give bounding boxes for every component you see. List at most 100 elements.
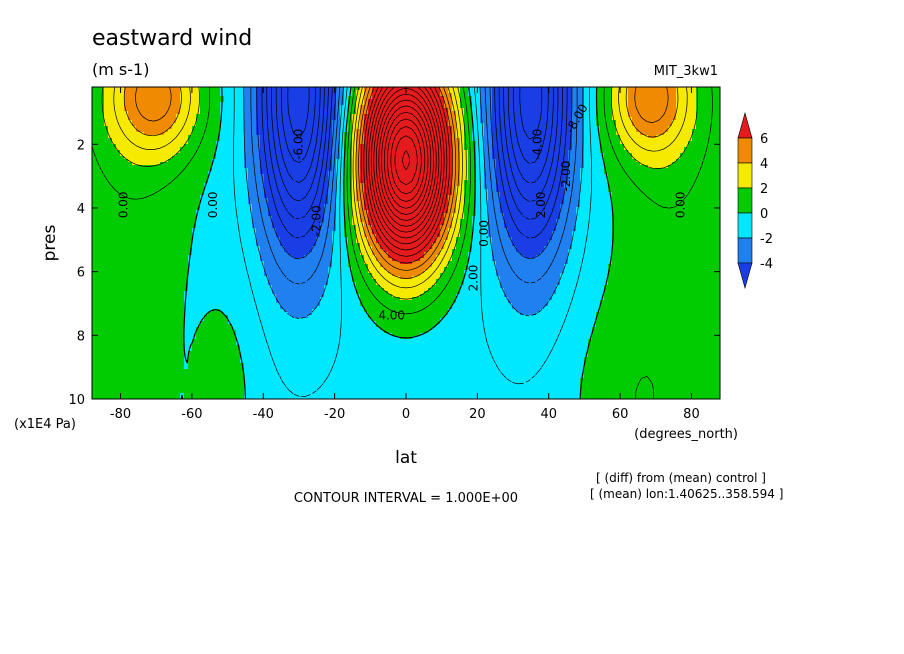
field-cell bbox=[184, 312, 209, 316]
field-cell bbox=[360, 165, 453, 169]
field-cell bbox=[356, 111, 361, 115]
field-cell bbox=[608, 183, 721, 187]
field-cell bbox=[268, 210, 325, 214]
field-cell bbox=[132, 162, 161, 166]
field-cell bbox=[92, 96, 105, 100]
field-cell bbox=[356, 174, 361, 178]
field-cell bbox=[352, 132, 357, 136]
x-axis-label: lat bbox=[395, 448, 417, 468]
field-cell bbox=[604, 171, 721, 175]
field-cell bbox=[184, 342, 193, 346]
field-cell bbox=[252, 210, 269, 214]
field-cell bbox=[420, 258, 437, 262]
contour-line bbox=[365, 86, 448, 251]
field-cell bbox=[364, 93, 373, 97]
field-cell bbox=[92, 312, 185, 316]
field-cell bbox=[464, 117, 473, 121]
field-cell bbox=[364, 198, 449, 202]
field-cell bbox=[344, 156, 353, 160]
field-cell bbox=[496, 174, 569, 178]
field-cell bbox=[308, 315, 369, 319]
field-cell bbox=[92, 159, 129, 163]
model-label: MIT_3kw1 bbox=[654, 64, 718, 79]
field-cell bbox=[584, 369, 721, 373]
field-cell bbox=[328, 276, 353, 280]
field-cell bbox=[220, 111, 245, 115]
field-cell bbox=[92, 156, 125, 160]
field-cell bbox=[472, 246, 493, 250]
field-cell bbox=[184, 144, 217, 148]
field-cell bbox=[92, 198, 201, 202]
field-cell bbox=[196, 225, 253, 229]
field-cell bbox=[468, 171, 477, 175]
field-cell bbox=[488, 234, 509, 238]
field-cell bbox=[188, 357, 241, 361]
field-cell bbox=[188, 276, 269, 280]
field-cell bbox=[472, 240, 493, 244]
field-cell bbox=[696, 102, 721, 106]
field-cell bbox=[256, 120, 333, 124]
field-cell bbox=[516, 246, 545, 250]
field-cell bbox=[480, 99, 493, 103]
field-cell bbox=[92, 330, 185, 334]
field-cell bbox=[444, 246, 457, 250]
field-cell bbox=[616, 120, 633, 124]
field-cell bbox=[260, 258, 333, 262]
field-cell bbox=[672, 123, 697, 127]
field-cell bbox=[216, 156, 245, 160]
field-cell bbox=[92, 231, 193, 235]
field-cell bbox=[452, 216, 465, 220]
field-cell bbox=[340, 123, 349, 127]
field-cell bbox=[352, 162, 357, 166]
field-cell bbox=[612, 99, 629, 103]
field-cell bbox=[184, 354, 189, 358]
field-cell bbox=[184, 294, 277, 298]
field-cell bbox=[636, 129, 669, 133]
wind-field bbox=[92, 87, 721, 400]
field-cell bbox=[248, 189, 265, 193]
field-cell bbox=[452, 249, 473, 253]
field-cell bbox=[220, 87, 245, 91]
field-cell bbox=[448, 231, 461, 235]
field-cell bbox=[496, 273, 561, 277]
field-cell bbox=[364, 204, 449, 208]
field-cell bbox=[504, 225, 557, 229]
field-cell bbox=[128, 111, 181, 115]
field-cell bbox=[92, 117, 105, 121]
field-cell bbox=[200, 96, 225, 100]
field-cell bbox=[120, 150, 181, 154]
field-cell bbox=[320, 222, 337, 226]
field-cell bbox=[444, 222, 453, 226]
field-cell bbox=[312, 249, 333, 253]
field-cell bbox=[264, 267, 329, 271]
field-cell bbox=[572, 96, 585, 100]
field-cell bbox=[624, 144, 689, 148]
field-cell bbox=[584, 135, 601, 139]
field-cell bbox=[500, 192, 565, 196]
field-cell bbox=[244, 108, 257, 112]
field-cell bbox=[92, 204, 201, 208]
field-cell bbox=[432, 285, 461, 289]
contour-line bbox=[91, 86, 713, 400]
field-cell bbox=[472, 123, 485, 127]
field-cell bbox=[356, 240, 369, 244]
field-cell bbox=[172, 156, 217, 160]
field-cell bbox=[176, 120, 197, 124]
field-cell bbox=[488, 210, 501, 214]
field-cell bbox=[444, 267, 469, 271]
field-cell bbox=[380, 243, 433, 247]
field-cell bbox=[92, 321, 185, 325]
field-cell bbox=[556, 228, 577, 232]
field-cell bbox=[572, 93, 585, 97]
field-cell bbox=[612, 225, 721, 229]
field-cell bbox=[476, 201, 489, 205]
field-cell bbox=[360, 123, 365, 127]
field-cell bbox=[92, 267, 189, 271]
field-cell bbox=[448, 123, 457, 127]
field-cell bbox=[116, 147, 181, 151]
field-cell bbox=[596, 117, 613, 121]
field-cell bbox=[484, 186, 497, 190]
contour-line bbox=[101, 86, 699, 300]
contour-label: 2.00 bbox=[534, 191, 548, 218]
note-diff: [ (diff) from (mean) control ] bbox=[596, 471, 766, 485]
